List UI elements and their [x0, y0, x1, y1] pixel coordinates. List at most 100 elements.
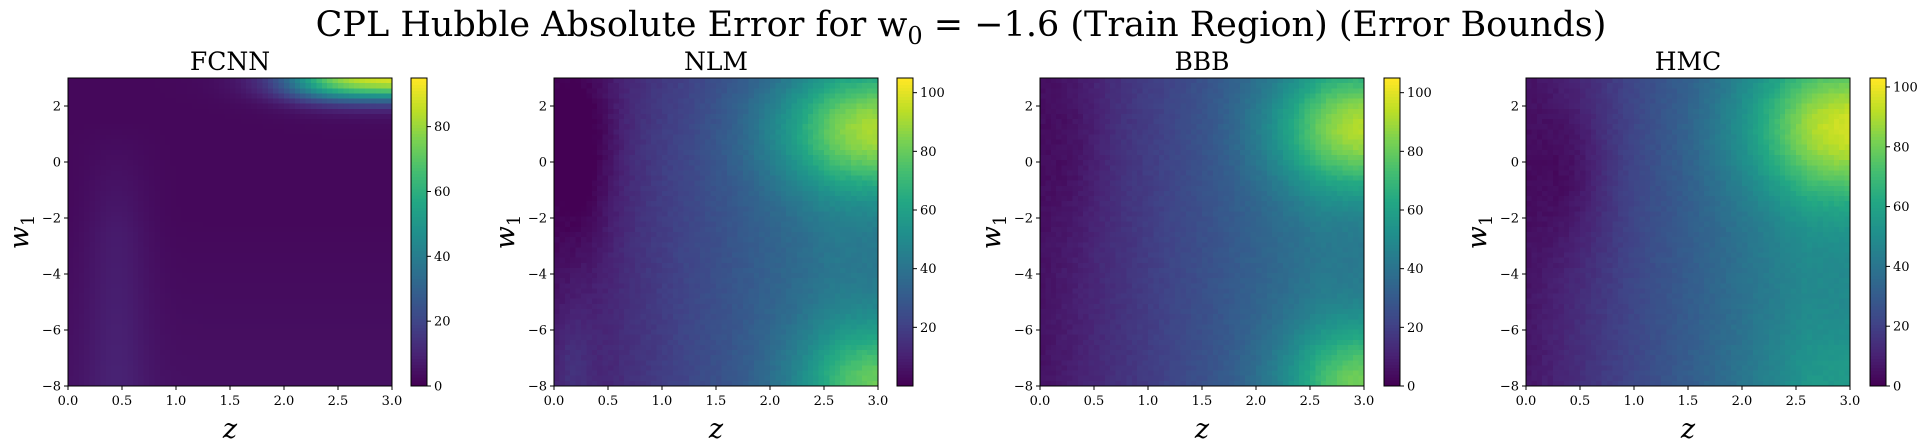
- heatmap-cell: [267, 170, 274, 177]
- heatmap-cell: [197, 206, 204, 213]
- heatmap-cell: [78, 252, 85, 259]
- heatmap-cell: [165, 319, 172, 325]
- heatmap-cell: [575, 134, 582, 141]
- heatmap-cell: [95, 252, 101, 259]
- heatmap-cell: [267, 165, 274, 171]
- heatmap-cell: [78, 211, 85, 218]
- heatmap-cell: [111, 88, 118, 94]
- heatmap-cell: [235, 129, 242, 136]
- heatmap-cell: [284, 309, 290, 315]
- heatmap-cell: [554, 380, 560, 387]
- heatmap-cell: [608, 303, 614, 310]
- heatmap-cell: [105, 226, 112, 233]
- heatmap-cell: [570, 314, 577, 320]
- heatmap-cell: [575, 190, 582, 197]
- heatmap-cell: [591, 185, 598, 192]
- heatmap-cell: [267, 93, 274, 100]
- heatmap-cell: [311, 237, 317, 243]
- heatmap-cell: [381, 88, 388, 94]
- heatmap-cell: [95, 298, 101, 305]
- heatmap-cell: [348, 98, 355, 105]
- heatmap-cell: [213, 257, 220, 264]
- heatmap-cell: [624, 211, 631, 218]
- heatmap-cell: [192, 232, 199, 238]
- heatmap-cell: [597, 262, 604, 269]
- heatmap-cell: [176, 160, 182, 166]
- heatmap-cell: [165, 365, 172, 372]
- heatmap-cell: [224, 350, 231, 356]
- heatmap-cell: [186, 190, 193, 197]
- heatmap-cell: [564, 344, 571, 351]
- heatmap-cell: [305, 206, 312, 213]
- heatmap-cell: [570, 206, 577, 213]
- heatmap-cell: [116, 103, 123, 110]
- heatmap-cell: [597, 237, 604, 243]
- heatmap-cell: [186, 160, 193, 166]
- heatmap-cell: [257, 283, 263, 290]
- heatmap-cell: [105, 206, 112, 213]
- heatmap-cell: [68, 113, 74, 120]
- heatmap-cell: [564, 124, 571, 130]
- heatmap-cell: [370, 293, 377, 300]
- heatmap-cell: [116, 134, 123, 141]
- heatmap-cell: [608, 375, 614, 382]
- heatmap-cell: [597, 134, 604, 141]
- heatmap-cell: [332, 124, 339, 130]
- heatmap-cell: [165, 113, 172, 120]
- heatmap-cell: [381, 303, 388, 310]
- heatmap-cell: [321, 303, 328, 310]
- heatmap-cell: [348, 370, 355, 377]
- heatmap-cell: [235, 288, 242, 295]
- heatmap-cell: [381, 360, 388, 367]
- heatmap-cell: [624, 375, 631, 382]
- heatmap-cell: [645, 165, 652, 171]
- heatmap-cell: [208, 329, 215, 336]
- heatmap-cell: [267, 124, 274, 130]
- heatmap-cell: [635, 124, 641, 130]
- heatmap-cell: [186, 170, 193, 177]
- heatmap-cell: [554, 232, 560, 238]
- heatmap-cell: [300, 262, 307, 269]
- heatmap-cell: [159, 370, 166, 377]
- heatmap-cell: [143, 298, 150, 305]
- heatmap-cell: [613, 309, 620, 315]
- heatmap-cell: [105, 298, 112, 305]
- colorbar-step: [411, 213, 427, 218]
- heatmap-cell: [359, 324, 366, 331]
- heatmap-cell: [613, 334, 620, 341]
- heatmap-cell: [165, 339, 172, 346]
- heatmap-cell: [370, 211, 377, 218]
- heatmap-cell: [564, 350, 571, 356]
- heatmap-cell: [240, 226, 247, 233]
- heatmap-cell: [73, 278, 80, 284]
- heatmap-cell: [570, 262, 577, 269]
- heatmap-cell: [370, 206, 377, 213]
- heatmap-cell: [262, 211, 269, 218]
- heatmap-cell: [656, 149, 663, 156]
- heatmap-cell: [640, 98, 647, 105]
- heatmap-cell: [294, 221, 301, 228]
- heatmap-cell: [581, 113, 587, 120]
- heatmap-cell: [300, 375, 307, 382]
- heatmap-cell: [132, 267, 139, 274]
- heatmap-cell: [375, 201, 382, 207]
- heatmap-cell: [294, 170, 301, 177]
- heatmap-cell: [570, 134, 577, 141]
- heatmap-cell: [381, 226, 388, 233]
- heatmap-cell: [246, 283, 253, 290]
- heatmap-cell: [122, 288, 128, 295]
- heatmap-cell: [305, 124, 312, 130]
- heatmap-cell: [629, 129, 636, 136]
- heatmap-cell: [154, 206, 161, 213]
- heatmap-cell: [197, 237, 204, 243]
- heatmap-cell: [165, 257, 172, 264]
- heatmap-cell: [176, 196, 182, 202]
- heatmap-cell: [278, 350, 285, 356]
- heatmap-cell: [262, 360, 269, 367]
- heatmap-cell: [73, 170, 80, 177]
- heatmap-cell: [251, 180, 258, 187]
- heatmap-cell: [165, 267, 172, 274]
- heatmap-cell: [311, 309, 317, 315]
- heatmap-cell: [181, 262, 188, 269]
- heatmap-cell: [116, 139, 123, 146]
